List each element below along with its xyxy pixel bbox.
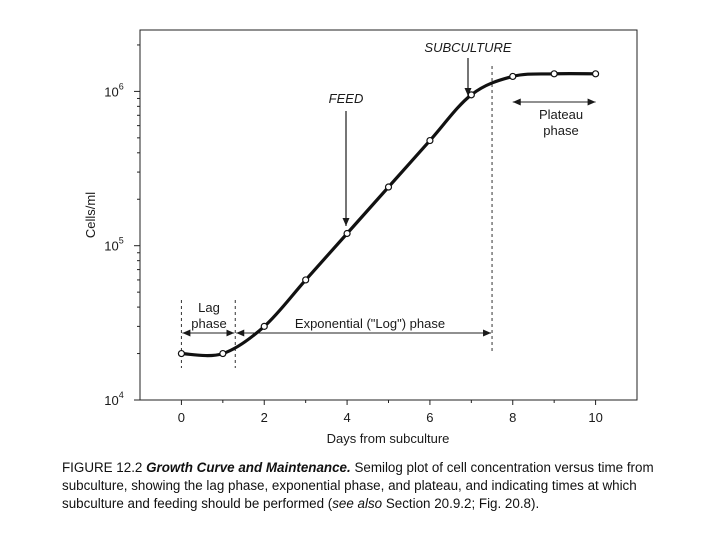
x-tick-label: 6 bbox=[426, 410, 433, 425]
plateau-phase-label-line-2: phase bbox=[543, 123, 578, 138]
y-tick-label: 104 bbox=[104, 390, 123, 408]
exponential-phase-label: Exponential ("Log") phase bbox=[295, 316, 445, 331]
x-tick-label: 4 bbox=[343, 410, 350, 425]
caption-prefix: FIGURE 12.2 bbox=[62, 460, 147, 475]
x-axis-label: Days from subculture bbox=[327, 431, 450, 446]
x-tick-label: 8 bbox=[509, 410, 516, 425]
plateau-phase-label: Plateau phase bbox=[539, 107, 583, 138]
lag-phase-label: Lag phase bbox=[191, 300, 226, 331]
lag-phase-label-line-1: Lag bbox=[198, 300, 220, 315]
data-point bbox=[550, 70, 558, 78]
data-point bbox=[302, 276, 310, 284]
plateau-phase-label-line-1: Plateau bbox=[539, 107, 583, 122]
x-tick-label: 10 bbox=[588, 410, 602, 425]
caption-see-also: see also bbox=[332, 496, 383, 511]
subculture-annotation-label: SUBCULTURE bbox=[424, 40, 511, 55]
data-point bbox=[384, 183, 393, 191]
data-points bbox=[177, 70, 600, 358]
data-point bbox=[509, 72, 517, 81]
x-tick-label: 0 bbox=[178, 410, 185, 425]
caption-title: Growth Curve and Maintenance. bbox=[146, 460, 351, 475]
y-tick-label: 106 bbox=[104, 81, 123, 99]
axis-ticks: 0 2 4 6 8 10 104 105 106 bbox=[104, 44, 603, 425]
caption-text-1: Semilog plot of cell concentration versu… bbox=[62, 460, 654, 511]
figure-caption: FIGURE 12.2 Growth Curve and Maintenance… bbox=[62, 459, 702, 513]
data-point bbox=[177, 349, 186, 358]
data-point bbox=[591, 70, 600, 78]
growth-curve-chart: 0 2 4 6 8 10 104 105 106 Cells/ml Days from subc… bbox=[83, 29, 638, 446]
y-axis-label: Cells/ml bbox=[83, 192, 98, 238]
x-tick-label: 2 bbox=[261, 410, 268, 425]
data-point bbox=[426, 136, 434, 145]
plot-frame bbox=[139, 29, 638, 401]
caption-text-2: Section 20.9.2; Fig. 20.8). bbox=[382, 496, 540, 511]
data-point bbox=[343, 229, 351, 238]
data-point bbox=[219, 349, 227, 358]
growth-curve-line bbox=[179, 72, 598, 358]
feed-annotation-label: FEED bbox=[329, 91, 364, 106]
y-tick-label: 105 bbox=[104, 236, 123, 254]
lag-phase-label-line-2: phase bbox=[191, 316, 226, 331]
data-point bbox=[260, 322, 268, 330]
data-point bbox=[467, 91, 475, 99]
